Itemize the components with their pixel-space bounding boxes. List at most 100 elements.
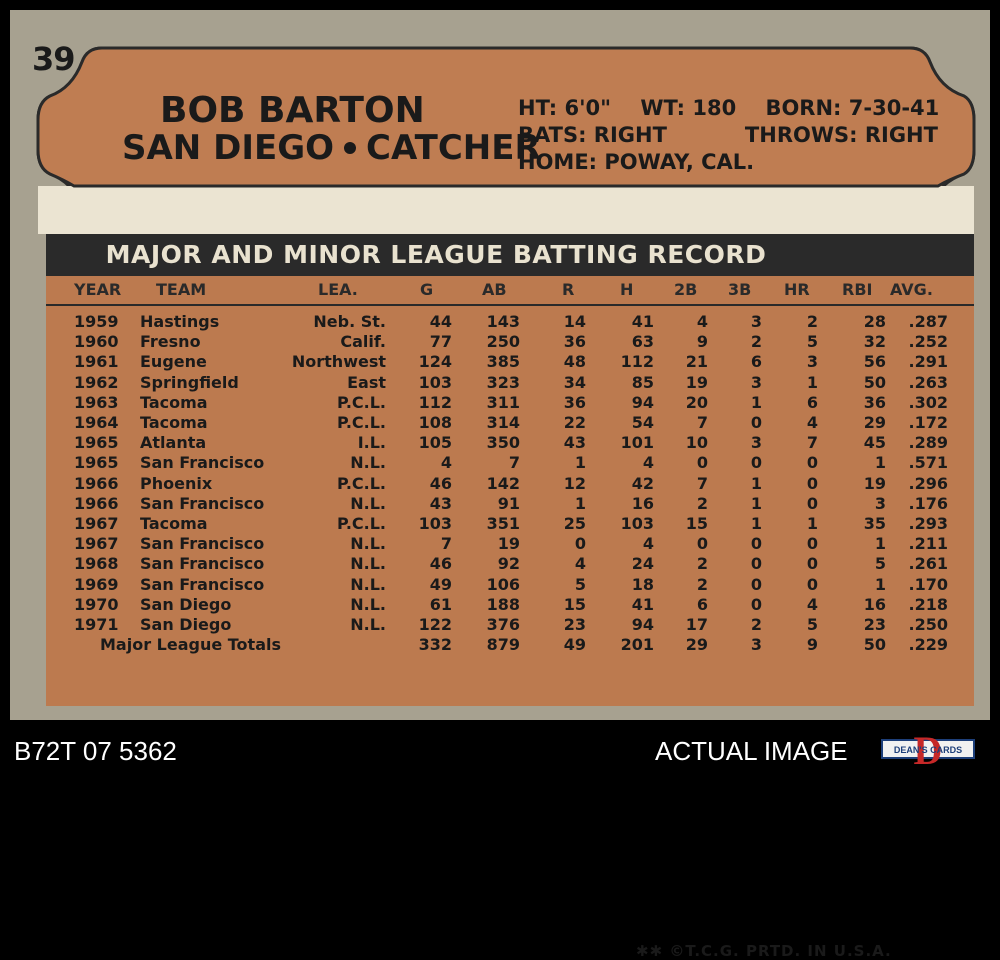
column-header: H — [620, 280, 634, 299]
cell-team: San Diego — [140, 594, 232, 614]
cell-r: 1 — [574, 493, 586, 513]
cell-d: 6 — [696, 594, 708, 614]
cell-avg: .252 — [908, 332, 948, 352]
actual-image-label: ACTUAL IMAGE — [655, 736, 848, 766]
cell-team: Tacoma — [140, 392, 208, 412]
cell-t: 3 — [750, 433, 762, 453]
cell-rbi: 56 — [863, 352, 886, 372]
cell-year: 1968 — [74, 554, 119, 574]
record-title: MAJOR AND MINOR LEAGUE BATTING RECORD — [105, 240, 767, 269]
born: BORN: 7-30-41 — [765, 96, 940, 120]
cell-ab: 142 — [486, 473, 520, 493]
cell-ab: 7 — [508, 453, 520, 473]
cell-team: Springfield — [140, 372, 239, 392]
cell-ab: 106 — [486, 574, 520, 594]
cell-t: 1 — [750, 493, 762, 513]
table-row: 1961 Eugene Northwest 124 385 48 112 21 6 3 56 .291 — [46, 352, 974, 372]
team-position-line: SAN DIEGO CATCHER — [122, 128, 541, 168]
cell-g: 43 — [429, 493, 452, 513]
cell-t: 1 — [750, 392, 762, 412]
svg-text:DEAN'S CARDS: DEAN'S CARDS — [894, 745, 962, 755]
column-header: 3B — [728, 280, 752, 299]
cell-d: 2 — [696, 574, 708, 594]
cell-avg: .291 — [908, 352, 948, 372]
table-row: 1959 Hastings Neb. St. 44 143 14 41 4 3 2 28 .287 — [46, 312, 974, 332]
cell-d: 0 — [696, 453, 708, 473]
table-row: 1965 San Francisco N.L. 4 7 1 4 0 0 0 1 .571 — [46, 453, 974, 473]
throws: THROWS: RIGHT — [744, 123, 938, 147]
column-header: HR — [784, 280, 810, 299]
cell-t: 0 — [750, 534, 762, 554]
cell-hr: 0 — [806, 554, 818, 574]
cell-d: 19 — [685, 372, 708, 392]
cell-t: 3 — [750, 372, 762, 392]
table-header: YEAR TEAM LEA. G AB R H 2B 3B HR RBI AVG. — [46, 276, 974, 302]
cell-hr: 5 — [806, 332, 818, 352]
cell-team: San Francisco — [140, 554, 265, 574]
cell-year: 1969 — [74, 574, 119, 594]
cell-ab: 92 — [497, 554, 520, 574]
cell-t: 6 — [750, 352, 762, 372]
cell-d: 0 — [696, 534, 708, 554]
cell-g: 108 — [418, 413, 452, 432]
cell-year: 1967 — [74, 534, 119, 554]
cell-d: 9 — [696, 332, 708, 352]
cell-t: 2 — [750, 332, 762, 352]
cell-rbi: 50 — [863, 635, 886, 655]
cell-r: 48 — [563, 352, 586, 372]
cell-h: 94 — [631, 615, 654, 634]
cell-year: 1963 — [74, 392, 119, 412]
cell-d: 20 — [685, 392, 708, 412]
cell-d: 15 — [685, 514, 708, 533]
cell-h: 42 — [631, 473, 654, 493]
cell-hr: 0 — [806, 534, 818, 554]
cell-team: Tacoma — [140, 413, 208, 432]
cell-t: 0 — [750, 594, 762, 614]
cell-r: 49 — [563, 635, 586, 655]
cell-avg: .170 — [908, 574, 948, 594]
cell-hr: 4 — [806, 594, 818, 614]
cell-rbi: 1 — [874, 453, 886, 473]
cell-lea: Calif. — [340, 332, 386, 352]
weight: WT: 180 — [640, 96, 737, 120]
table-row: 1966 Phoenix P.C.L. 46 142 12 42 7 1 0 19 .296 — [46, 474, 974, 494]
cell-avg: .293 — [908, 514, 948, 533]
cell-year: 1970 — [74, 594, 119, 614]
cell-rbi: 3 — [874, 493, 886, 513]
cell-g: 46 — [429, 473, 452, 493]
cell-hr: 2 — [806, 312, 818, 331]
cell-g: 103 — [418, 514, 452, 533]
baseball-card-back: 39 BOB BARTON SAN DIEGO CATCHER HT: 6'0" … — [10, 10, 990, 960]
cell-ab: 188 — [486, 594, 520, 614]
cell-g: 49 — [429, 574, 452, 594]
home: HOME: POWAY, CAL. — [518, 150, 755, 174]
table-row: 1967 Tacoma P.C.L. 103 351 25 103 15 1 1 35 .293 — [46, 514, 974, 534]
cell-r: 23 — [563, 615, 586, 634]
cell-ab: 323 — [486, 372, 520, 392]
cell-hr: 4 — [806, 413, 818, 432]
cell-hr: 0 — [806, 453, 818, 473]
cell-avg: .263 — [908, 372, 948, 392]
cell-ab: 250 — [486, 332, 520, 352]
cell-year: 1965 — [74, 433, 119, 453]
cell-h: 4 — [642, 534, 654, 554]
deans-cards-logo: D DEAN'S CARDS — [881, 730, 975, 770]
cell-lea: P.C.L. — [337, 392, 386, 412]
cell-g: 44 — [429, 312, 452, 331]
cell-rbi: 23 — [863, 615, 886, 634]
cell-h: 85 — [631, 372, 654, 392]
cell-lea: N.L. — [350, 615, 386, 634]
cell-year: 1966 — [74, 473, 119, 493]
cell-ab: 311 — [486, 392, 520, 412]
cell-t: 1 — [750, 514, 762, 533]
column-header: AVG. — [890, 280, 933, 299]
cell-d: 4 — [696, 312, 708, 331]
cell-t: 2 — [750, 615, 762, 634]
cell-avg: .211 — [908, 534, 948, 554]
cell-r: 4 — [574, 554, 586, 574]
cell-g: 7 — [440, 534, 452, 554]
team-name: SAN DIEGO — [122, 128, 335, 168]
cell-g: 332 — [418, 635, 452, 655]
cell-h: 201 — [620, 635, 654, 655]
table-row: 1965 Atlanta I.L. 105 350 43 101 10 3 7 45 .289 — [46, 433, 974, 453]
